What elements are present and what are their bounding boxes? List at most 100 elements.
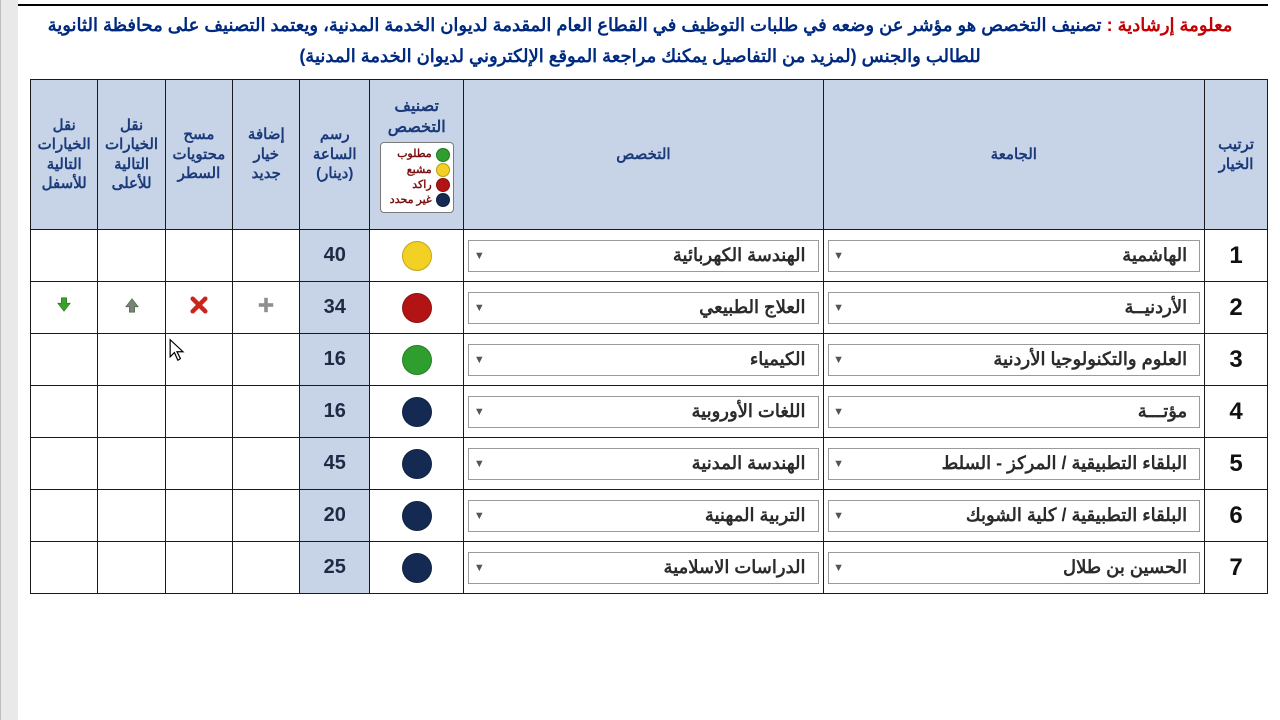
col-university-header: الجامعة — [823, 80, 1205, 230]
col-add-header: إضافة خيار جديد — [233, 80, 300, 230]
chevron-down-icon: ▼ — [829, 241, 849, 271]
move-up-button — [98, 386, 165, 438]
major-value: العلاج الطبيعي — [699, 297, 811, 318]
rank-cell: 6 — [1205, 490, 1268, 542]
classification-dot-icon — [402, 293, 432, 323]
table-row: 5البلقاء التطبيقية / المركز - السلط▼الهن… — [31, 438, 1268, 490]
col-fee-header: رسم الساعة (دينار) — [300, 80, 370, 230]
classification-cell — [370, 334, 464, 386]
university-cell: البلقاء التطبيقية / كلية الشوبك▼ — [823, 490, 1205, 542]
move-down-button[interactable] — [31, 282, 98, 334]
classification-cell — [370, 490, 464, 542]
fee-cell: 16 — [300, 334, 370, 386]
table-row: 7الحسين بن طلال▼الدراسات الاسلامية▼25 — [31, 542, 1268, 594]
chevron-down-icon: ▼ — [469, 293, 489, 323]
classification-cell — [370, 386, 464, 438]
table-row: 4مؤتـــة▼ اللغات الأوروبية ▼ 16 — [31, 386, 1268, 438]
classification-dot-icon — [402, 553, 432, 583]
major-select[interactable]: الدراسات الاسلامية ▼ — [468, 552, 818, 584]
vertical-scrollbar[interactable] — [0, 0, 18, 720]
major-select[interactable]: التربية المهنية▼ — [468, 500, 818, 532]
university-cell: البلقاء التطبيقية / المركز - السلط ▼ — [823, 438, 1205, 490]
info-body: تصنيف التخصص هو مؤشر عن وضعه في طلبات ال… — [48, 15, 1102, 66]
classification-dot-icon — [402, 345, 432, 375]
move-down-button — [31, 334, 98, 386]
table-header-row: ترتيب الخيار الجامعة التخصص تصنيف التخصص… — [31, 80, 1268, 230]
add-option-button — [233, 386, 300, 438]
chevron-down-icon: ▼ — [469, 397, 489, 427]
major-select[interactable]: العلاج الطبيعي ▼ — [468, 292, 818, 324]
move-up-button — [98, 230, 165, 282]
university-select[interactable]: الهاشمية ▼ — [828, 240, 1201, 272]
chevron-down-icon: ▼ — [829, 345, 849, 375]
rank-cell: 3 — [1205, 334, 1268, 386]
major-value: الكيمياء — [750, 349, 812, 370]
university-value: العلوم والتكنولوجيا الأردنية — [993, 349, 1193, 370]
major-select[interactable]: الهندسة الكهربائية▼ — [468, 240, 818, 272]
university-select[interactable]: الحسين بن طلال▼ — [828, 552, 1201, 584]
clear-row-button[interactable] — [165, 282, 232, 334]
col-down-header: نقل الخيارات التالية للأسفل — [31, 80, 98, 230]
add-option-button — [233, 438, 300, 490]
col-clear-header: مسح محتويات السطر — [165, 80, 232, 230]
move-down-button — [31, 490, 98, 542]
university-select[interactable]: الأردنيــة▼ — [828, 292, 1201, 324]
table-row: 1الهاشمية▼الهندسة الكهربائية▼40 — [31, 230, 1268, 282]
col-classification-header: تصنيف التخصص مطلوبمشبعراكدغير محدد — [370, 80, 464, 230]
university-select[interactable]: البلقاء التطبيقية / المركز - السلط ▼ — [828, 448, 1201, 480]
university-cell: العلوم والتكنولوجيا الأردنية ▼ — [823, 334, 1205, 386]
table-row: 2الأردنيــة▼العلاج الطبيعي▼34 — [31, 282, 1268, 334]
major-cell: العلاج الطبيعي ▼ — [464, 282, 823, 334]
university-select[interactable]: البلقاء التطبيقية / كلية الشوبك▼ — [828, 500, 1201, 532]
move-down-button — [31, 542, 98, 594]
major-select[interactable]: الهندسة المدنية ▼ — [468, 448, 818, 480]
chevron-down-icon: ▼ — [829, 449, 849, 479]
major-value: اللغات الأوروبية — [692, 401, 812, 422]
major-select[interactable]: الكيمياء▼ — [468, 344, 818, 376]
chevron-down-icon: ▼ — [469, 449, 489, 479]
major-value: الدراسات الاسلامية — [664, 557, 812, 578]
major-cell: اللغات الأوروبية ▼ — [464, 386, 823, 438]
university-value: البلقاء التطبيقية / المركز - السلط — [942, 453, 1194, 474]
clear-row-button — [165, 542, 232, 594]
col-up-header: نقل الخيارات التالية للأعلى — [98, 80, 165, 230]
university-cell: الهاشمية ▼ — [823, 230, 1205, 282]
move-up-button[interactable] — [98, 282, 165, 334]
table-body: 1الهاشمية▼الهندسة الكهربائية▼402الأردنيـ… — [31, 230, 1268, 594]
move-up-button — [98, 542, 165, 594]
classification-dot-icon — [402, 449, 432, 479]
move-up-button — [98, 438, 165, 490]
university-value: الهاشمية — [1122, 245, 1193, 266]
add-option-button[interactable] — [233, 282, 300, 334]
clear-row-button — [165, 230, 232, 282]
university-value: مؤتـــة — [1138, 401, 1193, 422]
university-select[interactable]: العلوم والتكنولوجيا الأردنية ▼ — [828, 344, 1201, 376]
move-up-button — [98, 334, 165, 386]
fee-cell: 20 — [300, 490, 370, 542]
col-major-header: التخصص — [464, 80, 823, 230]
add-option-button — [233, 230, 300, 282]
rank-cell: 4 — [1205, 386, 1268, 438]
chevron-down-icon: ▼ — [469, 553, 489, 583]
classification-dot-icon — [402, 501, 432, 531]
university-select[interactable]: مؤتـــة▼ — [828, 396, 1201, 428]
fee-cell: 25 — [300, 542, 370, 594]
add-option-button — [233, 334, 300, 386]
classification-cell — [370, 438, 464, 490]
major-value: الهندسة المدنية — [692, 453, 812, 474]
info-banner: معلومة إرشادية : تصنيف التخصص هو مؤشر عن… — [12, 4, 1268, 79]
table-row: 6البلقاء التطبيقية / كلية الشوبك▼التربية… — [31, 490, 1268, 542]
clear-row-button — [165, 386, 232, 438]
university-value: البلقاء التطبيقية / كلية الشوبك — [966, 505, 1193, 526]
classification-cell — [370, 542, 464, 594]
major-cell: الهندسة الكهربائية▼ — [464, 230, 823, 282]
fee-cell: 16 — [300, 386, 370, 438]
choices-table: ترتيب الخيار الجامعة التخصص تصنيف التخصص… — [30, 79, 1268, 594]
major-select[interactable]: اللغات الأوروبية ▼ — [468, 396, 818, 428]
major-value: الهندسة الكهربائية — [673, 245, 812, 266]
add-option-button — [233, 542, 300, 594]
rank-cell: 5 — [1205, 438, 1268, 490]
clear-row-button — [165, 490, 232, 542]
chevron-down-icon: ▼ — [469, 501, 489, 531]
add-option-button — [233, 490, 300, 542]
